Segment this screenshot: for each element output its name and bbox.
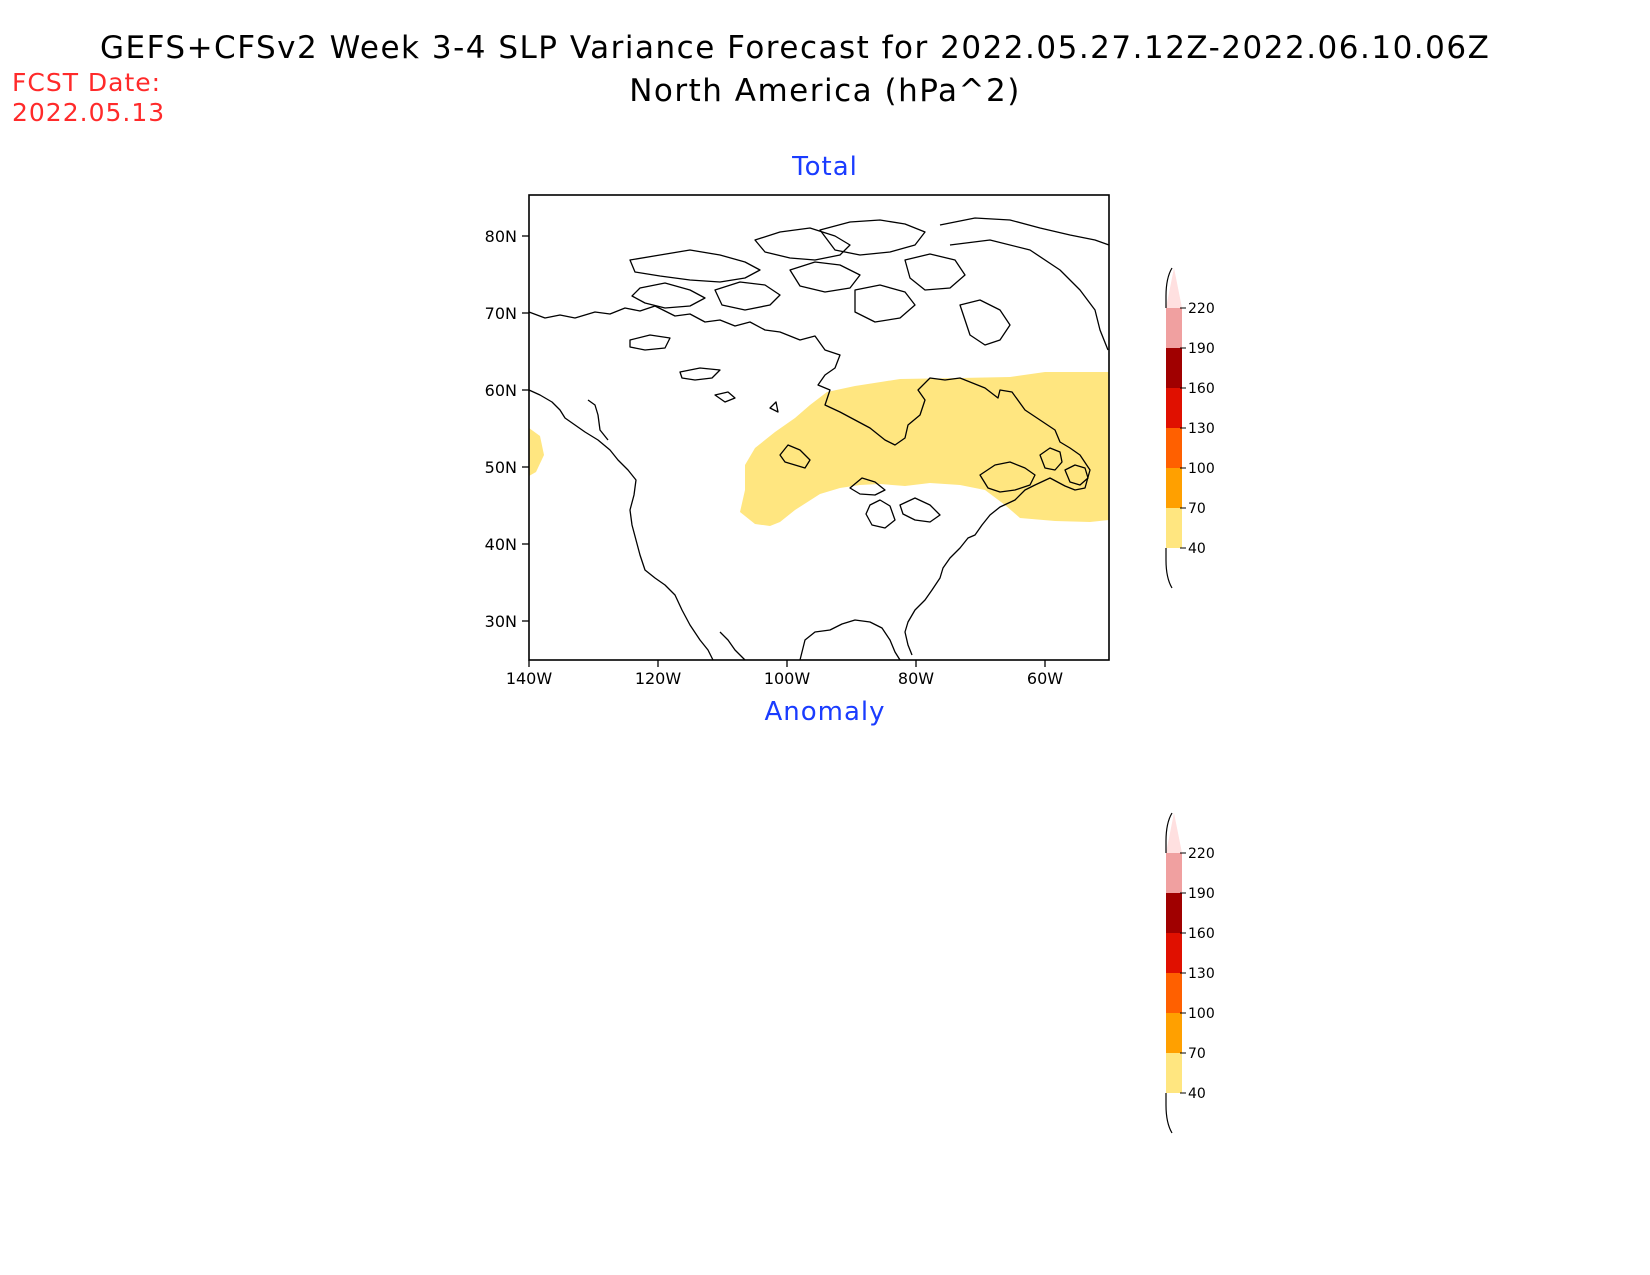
colorbar-total: 40 70 100 130 160 190 220 <box>1165 267 1215 589</box>
colorbar-anomaly-top-triangle <box>1166 813 1182 853</box>
colorbar-anomaly-label-190: 190 <box>1188 886 1215 902</box>
colorbar-total-label-220: 220 <box>1188 301 1215 317</box>
lat-label-40n: 40N <box>485 535 517 554</box>
variance-shading <box>529 372 1109 526</box>
coastlines <box>528 217 1110 661</box>
colorbar-anomaly-swatch-190 <box>1166 853 1182 893</box>
colorbar-total-label-100: 100 <box>1188 461 1215 477</box>
map-frame <box>528 194 1110 661</box>
colorbar-anomaly-label-100: 100 <box>1188 1006 1215 1022</box>
lon-label-140w: 140W <box>506 669 553 688</box>
colorbar-total-label-130: 130 <box>1188 421 1215 437</box>
colorbar-anomaly: 40 70 100 130 160 190 220 <box>1165 812 1215 1134</box>
figure-title-line1: GEFS+CFSv2 Week 3-4 SLP Variance Forecas… <box>100 30 1491 66</box>
shaded-region-east-canada <box>740 372 1109 526</box>
lon-label-80w: 80W <box>898 669 934 688</box>
shaded-region-pacific-edge <box>529 428 544 476</box>
figure-title-line2: North America (hPa^2) <box>629 73 1021 109</box>
lat-label-70n: 70N <box>485 304 517 323</box>
colorbar-anomaly-top-cap <box>1165 812 1173 853</box>
lon-label-120w: 120W <box>635 669 682 688</box>
colorbar-total-swatch-160 <box>1166 348 1182 388</box>
lat-ticks <box>522 235 529 622</box>
colorbar-anomaly-label-40: 40 <box>1188 1086 1206 1102</box>
fcst-date-label: FCST Date: <box>12 68 162 97</box>
colorbar-total-top-triangle <box>1166 268 1182 308</box>
colorbar-total-swatch-190 <box>1166 308 1182 348</box>
colorbar-total-swatch-100 <box>1166 428 1182 468</box>
colorbar-total-label-190: 190 <box>1188 341 1215 357</box>
lat-label-30n: 30N <box>485 612 517 631</box>
colorbar-total-top-cap <box>1165 267 1173 308</box>
colorbar-anomaly-label-130: 130 <box>1188 966 1215 982</box>
colorbar-anomaly-swatch-100 <box>1166 973 1182 1013</box>
colorbar-total-swatch-70 <box>1166 468 1182 508</box>
colorbar-total-label-40: 40 <box>1188 541 1206 557</box>
lat-label-80n: 80N <box>485 227 517 246</box>
colorbar-total-label-70: 70 <box>1188 501 1206 517</box>
lon-label-100w: 100W <box>764 669 811 688</box>
colorbar-anomaly-label-70: 70 <box>1188 1046 1206 1062</box>
panel-title-anomaly: Anomaly <box>764 697 886 727</box>
colorbar-anomaly-swatch-130 <box>1166 933 1182 973</box>
colorbar-anomaly-swatch-40 <box>1166 1053 1182 1093</box>
colorbar-total-label-160: 160 <box>1188 381 1215 397</box>
colorbar-anomaly-bottom-cap <box>1165 1093 1173 1134</box>
colorbar-anomaly-label-160: 160 <box>1188 926 1215 942</box>
lat-label-50n: 50N <box>485 458 517 477</box>
lon-ticks <box>528 660 1046 667</box>
total-map-panel: 80N 70N 60N 50N 40N 30N 140W 120W 100W 8… <box>485 194 1110 688</box>
colorbar-total-swatch-40 <box>1166 508 1182 548</box>
fcst-date-value: 2022.05.13 <box>12 98 166 127</box>
colorbar-total-bottom-cap <box>1165 548 1173 589</box>
colorbar-anomaly-swatch-70 <box>1166 1013 1182 1053</box>
lon-label-60w: 60W <box>1027 669 1063 688</box>
panel-title-total: Total <box>792 152 858 182</box>
colorbar-total-swatch-130 <box>1166 388 1182 428</box>
colorbar-anomaly-label-220: 220 <box>1188 846 1215 862</box>
lat-label-60n: 60N <box>485 381 517 400</box>
colorbar-anomaly-swatch-160 <box>1166 893 1182 933</box>
